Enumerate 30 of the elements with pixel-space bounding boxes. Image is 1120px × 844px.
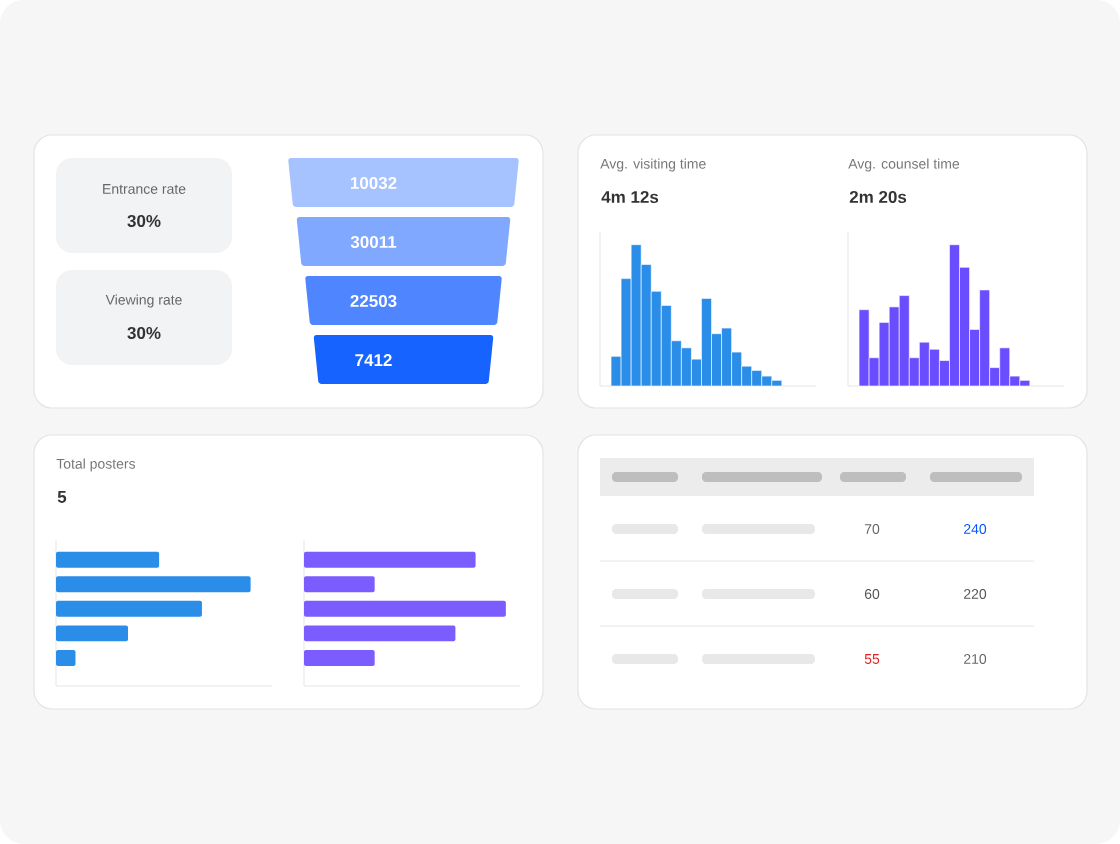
text: 220	[964, 589, 987, 599]
bar	[304, 576, 375, 593]
bar	[304, 600, 506, 617]
bar	[304, 625, 456, 642]
text: 70	[864, 524, 880, 534]
bar	[304, 551, 476, 568]
chart-title: Total posters	[56, 458, 136, 472]
bar	[56, 551, 160, 568]
text: 55	[864, 654, 880, 664]
data-label: 22503	[350, 294, 397, 308]
data-label: 10032	[350, 176, 397, 190]
text: 30%	[127, 326, 161, 340]
text: Viewing rate	[105, 294, 182, 308]
bar	[56, 576, 251, 593]
bar	[56, 600, 202, 617]
text: 30%	[127, 214, 161, 228]
text: 210	[964, 654, 987, 664]
bar	[56, 649, 76, 666]
chart-subtitle: 4m 12s	[601, 190, 659, 204]
text: 240	[964, 524, 987, 534]
chart-title: Avg. visiting time	[600, 158, 706, 172]
data-label: 7412	[355, 354, 392, 366]
text: Entrance rate	[103, 184, 186, 194]
text: 60	[864, 589, 880, 599]
chart-subtitle: 5	[57, 491, 67, 503]
data-label: 30011	[350, 235, 397, 249]
chart-title: Avg. counsel time	[848, 158, 960, 172]
chart-subtitle: 2m 20s	[849, 190, 907, 204]
bar	[304, 649, 375, 666]
bar	[56, 625, 129, 642]
